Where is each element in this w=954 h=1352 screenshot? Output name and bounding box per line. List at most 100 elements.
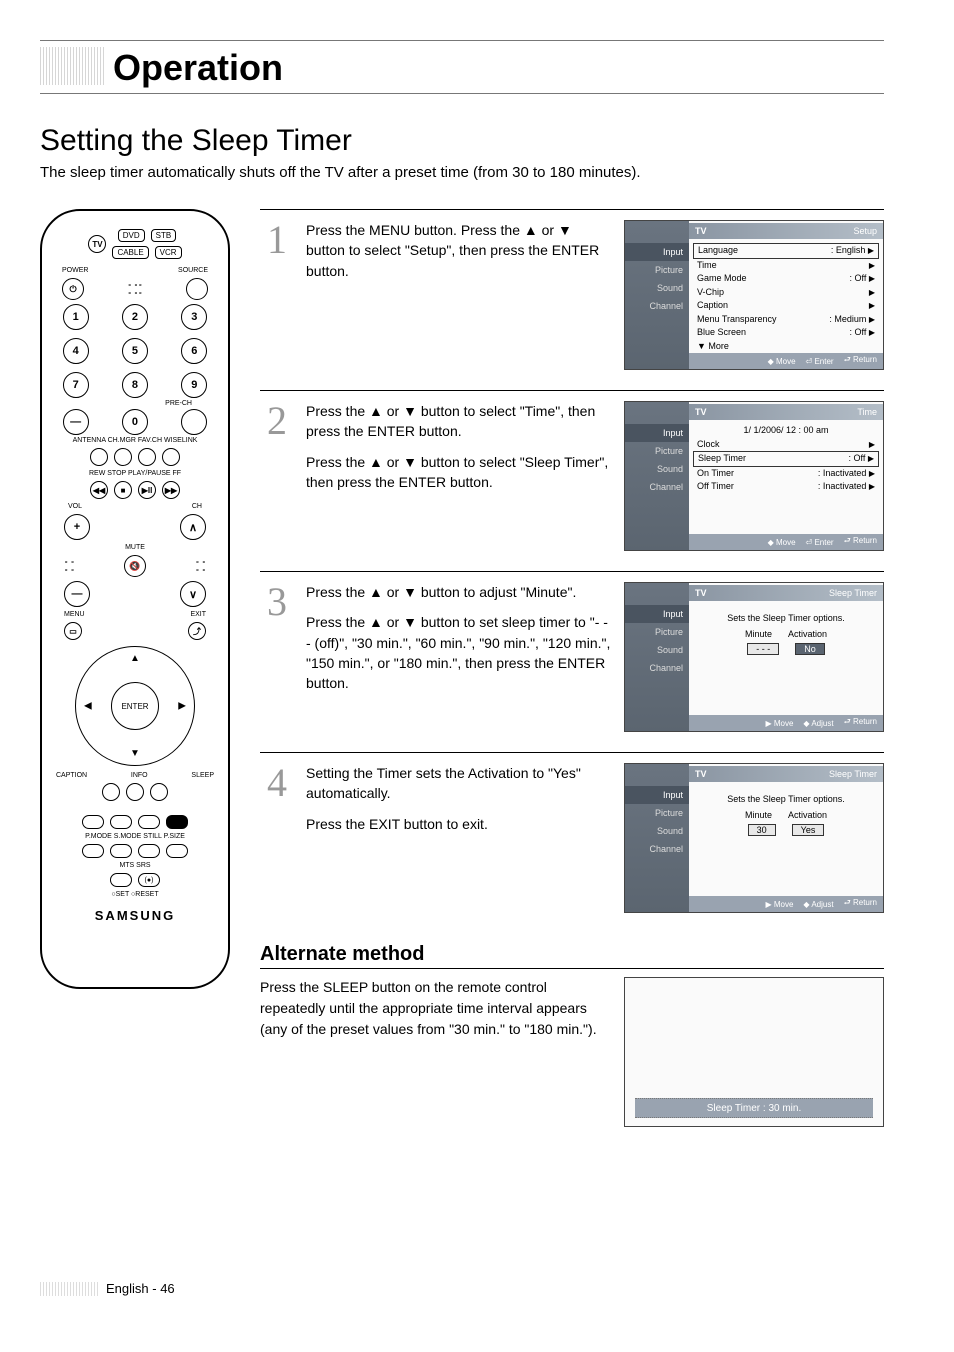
remote-illustration: TV DVD STB CABLE VCR POWER SOURC	[40, 209, 230, 989]
keypad-1: 1	[63, 304, 89, 330]
source-label: SOURCE	[178, 267, 208, 274]
osd-main: TVSleep Timer Sets the Sleep Timer option…	[689, 764, 883, 912]
prech-button	[181, 409, 207, 435]
source-button	[186, 278, 208, 300]
osd-row: Game Mode: Off ▶	[693, 272, 879, 286]
step-2: 2Press the ▲ or ▼ button to select "Time…	[260, 390, 884, 551]
step-text: Press the ▲ or ▼ button to select "Time"…	[306, 401, 614, 551]
footer-text: English - 46	[106, 1281, 175, 1296]
alternate-section: Alternate method Press the SLEEP button o…	[260, 943, 884, 1127]
osd-tab: Channel	[625, 659, 689, 677]
ch-up: ∧	[180, 514, 206, 540]
step-text: Press the ▲ or ▼ button to adjust "Minut…	[306, 582, 614, 732]
osd-tab: Sound	[625, 822, 689, 840]
row2-labels: REW STOP PLAY/PAUSE FF	[50, 470, 220, 477]
osd-row: V-Chip ▶	[693, 286, 879, 300]
mode-cable: CABLE	[112, 246, 148, 259]
keypad-5: 5	[122, 338, 148, 364]
osd-main: TVSetup Language: English ▶Time ▶Game Mod…	[689, 221, 883, 369]
osd-tab: Input	[625, 786, 689, 804]
vol-down: —	[64, 581, 90, 607]
osd-titlebar: TVSleep Timer	[689, 585, 883, 601]
osd-sidebar: InputPictureSoundChannel	[625, 402, 689, 550]
footer-hatch	[40, 1282, 98, 1296]
step-3: 3Press the ▲ or ▼ button to adjust "Minu…	[260, 571, 884, 732]
osd-tab: Input	[625, 243, 689, 261]
osd-row: Clock ▶	[693, 438, 879, 452]
alternate-text: Press the SLEEP button on the remote con…	[260, 977, 612, 1127]
step-number: 1	[260, 220, 294, 370]
keypad-7: 7	[63, 372, 89, 398]
osd-footer: ▶ Move◆ Adjust⮐ Return	[689, 896, 883, 912]
osd-tab: Channel	[625, 297, 689, 315]
keypad-6: 6	[181, 338, 207, 364]
page-footer: English - 46	[40, 1281, 175, 1296]
enter-button: ENTER	[111, 682, 159, 730]
osd-row: Language: English ▶	[693, 243, 879, 259]
osd-main: TVSleep Timer Sets the Sleep Timer option…	[689, 583, 883, 731]
ch-down: ∨	[180, 581, 206, 607]
header-hatch	[40, 47, 105, 85]
navpad: ▲ ▼ ◀ ▶ ENTER	[75, 646, 195, 766]
keypad-4: 4	[63, 338, 89, 364]
osd-row: ▼ More	[693, 340, 879, 354]
keypad-8: 8	[122, 372, 148, 398]
dash-button: —	[63, 409, 89, 435]
osd-sidebar: InputPictureSoundChannel	[625, 764, 689, 912]
tv-button: TV	[88, 235, 106, 253]
power-button: ⏻	[62, 278, 84, 300]
row1-labels: ANTENNA CH.MGR FAV.CH WISELINK	[50, 437, 220, 444]
osd-tab: Picture	[625, 261, 689, 279]
prech-label: PRE-CH	[50, 400, 220, 407]
osd-screen: InputPictureSoundChannelTVTime1/ 1/2006/…	[624, 401, 884, 551]
osd-row: Off Timer: Inactivated ▶	[693, 480, 879, 494]
osd-titlebar: TVTime	[689, 404, 883, 420]
step-4: 4Setting the Timer sets the Activation t…	[260, 752, 884, 913]
exit-button: ⤴	[188, 622, 206, 640]
header-bar: Operation	[40, 40, 884, 94]
osd-sidebar: InputPictureSoundChannel	[625, 221, 689, 369]
osd-footer: ▶ Move◆ Adjust⮐ Return	[689, 715, 883, 731]
osd-tab: Sound	[625, 641, 689, 659]
osd-titlebar: TVSleep Timer	[689, 766, 883, 782]
alternate-osd: Sleep Timer : 30 min.	[624, 977, 884, 1127]
osd-tab: Picture	[625, 442, 689, 460]
osd-row: Blue Screen: Off ▶	[693, 326, 879, 340]
keypad-9: 9	[181, 372, 207, 398]
osd-tab: Sound	[625, 279, 689, 297]
osd-row: Menu Transparency: Medium ▶	[693, 313, 879, 327]
osd-screen: InputPictureSoundChannelTVSleep TimerSet…	[624, 582, 884, 732]
osd-message: Sets the Sleep Timer options.	[693, 613, 879, 623]
osd-main: TVTime1/ 1/2006/ 12 : 00 amClock ▶Sleep …	[689, 402, 883, 550]
alternate-heading: Alternate method	[260, 943, 884, 966]
mode-stb: STB	[151, 229, 177, 242]
osd-sidebar: InputPictureSoundChannel	[625, 583, 689, 731]
osd-titlebar: TVSetup	[689, 223, 883, 239]
step-1: 1Press the MENU button. Press the ▲ or ▼…	[260, 209, 884, 370]
osd-tab: Input	[625, 424, 689, 442]
osd-message: Sets the Sleep Timer options.	[693, 794, 879, 804]
osd-row: Sleep Timer: Off ▶	[693, 451, 879, 467]
osd-screen: InputPictureSoundChannelTVSleep Timer Set…	[624, 763, 884, 913]
keypad-2: 2	[122, 304, 148, 330]
osd-tab: Sound	[625, 460, 689, 478]
step-text: Press the MENU button. Press the ▲ or ▼ …	[306, 220, 614, 370]
osd-tab: Picture	[625, 623, 689, 641]
vol-up: +	[64, 514, 90, 540]
step-text: Setting the Timer sets the Activation to…	[306, 763, 614, 913]
keypad-3: 3	[181, 304, 207, 330]
section-description: The sleep timer automatically shuts off …	[40, 164, 884, 181]
osd-footer: ◆ Move⏎ Enter⮐ Return	[689, 534, 883, 550]
step-number: 4	[260, 763, 294, 913]
sleep-toast: Sleep Timer : 30 min.	[635, 1098, 873, 1118]
osd-row: On Timer: Inactivated ▶	[693, 467, 879, 481]
osd-tab: Channel	[625, 840, 689, 858]
osd-tab: Channel	[625, 478, 689, 496]
osd-tab: Input	[625, 605, 689, 623]
power-label: POWER	[62, 267, 88, 274]
osd-screen: InputPictureSoundChannelTVSetupLanguage:…	[624, 220, 884, 370]
osd-row: Caption ▶	[693, 299, 879, 313]
section-title: Setting the Sleep Timer	[40, 124, 884, 158]
osd-row: Time ▶	[693, 259, 879, 273]
brand-label: SAMSUNG	[50, 908, 220, 923]
